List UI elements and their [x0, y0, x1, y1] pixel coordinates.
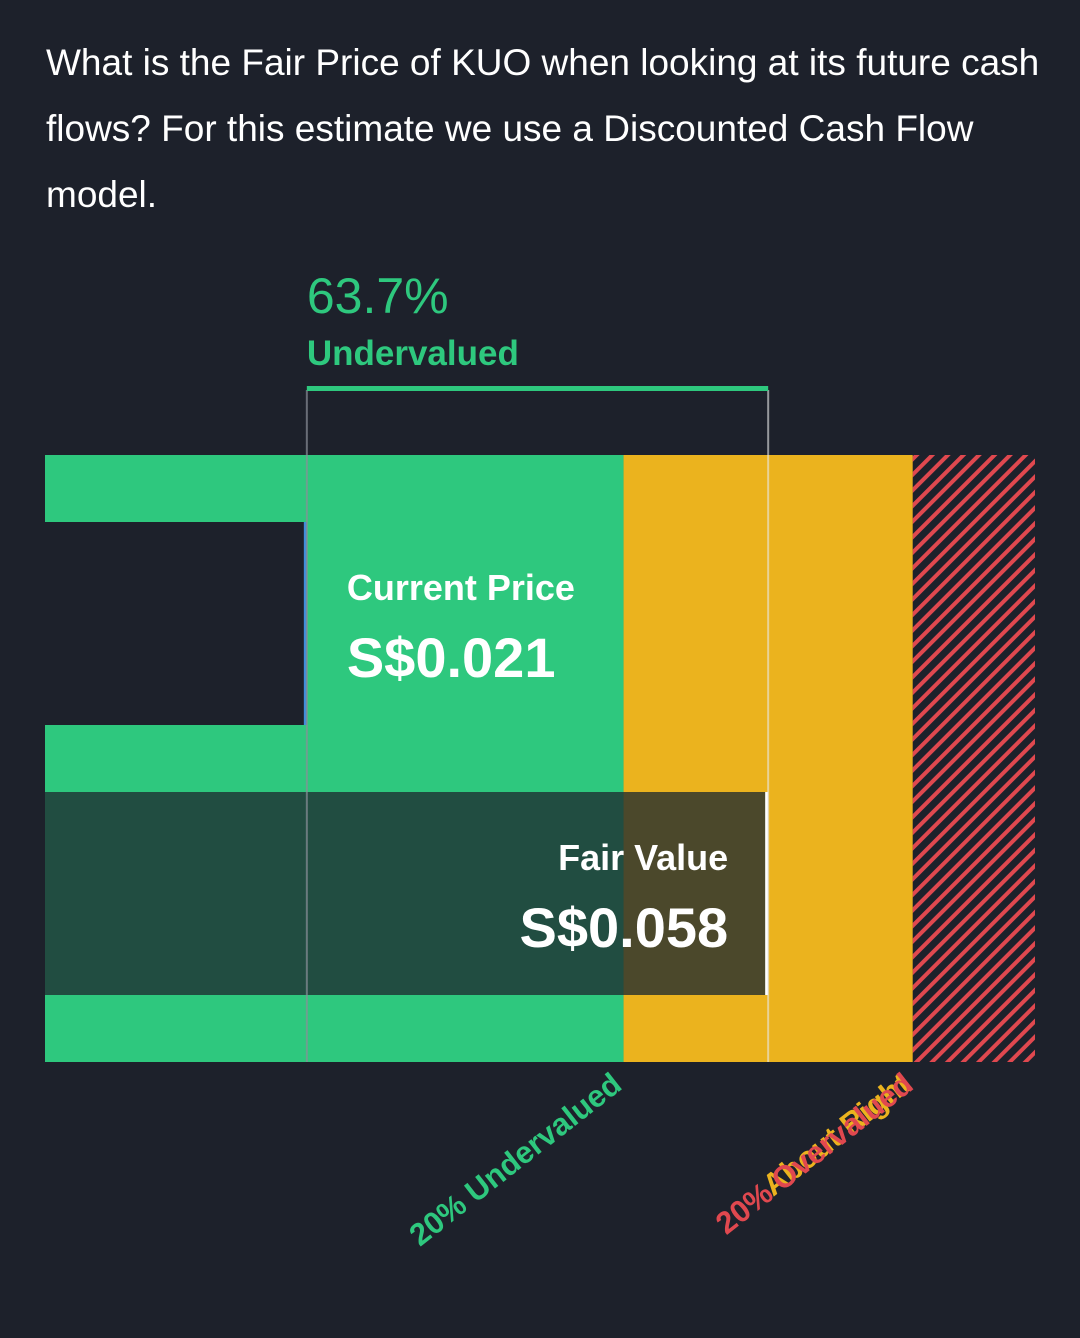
current-price-marker	[303, 522, 307, 725]
current-price-bar	[45, 522, 307, 725]
fair-value-label: Fair Value	[558, 837, 728, 878]
fair-value-bar	[45, 792, 769, 995]
current-price-value: S$0.021	[347, 626, 556, 689]
discount-percent: 63.7%	[307, 268, 449, 324]
discount-label: Undervalued	[307, 334, 519, 373]
zone-label-20-overvalued: 20% Overvalued	[709, 1066, 919, 1241]
fair-value-marker	[765, 792, 769, 995]
zone-label-20-undervalued: 20% Undervalued	[403, 1066, 628, 1253]
fair-value-value: S$0.058	[520, 896, 729, 959]
current-price-label: Current Price	[347, 567, 575, 608]
intro-text: What is the Fair Price of KUO when looki…	[46, 42, 1040, 215]
zone-20-overvalued	[912, 455, 1035, 1062]
discount-bracket	[306, 386, 769, 391]
